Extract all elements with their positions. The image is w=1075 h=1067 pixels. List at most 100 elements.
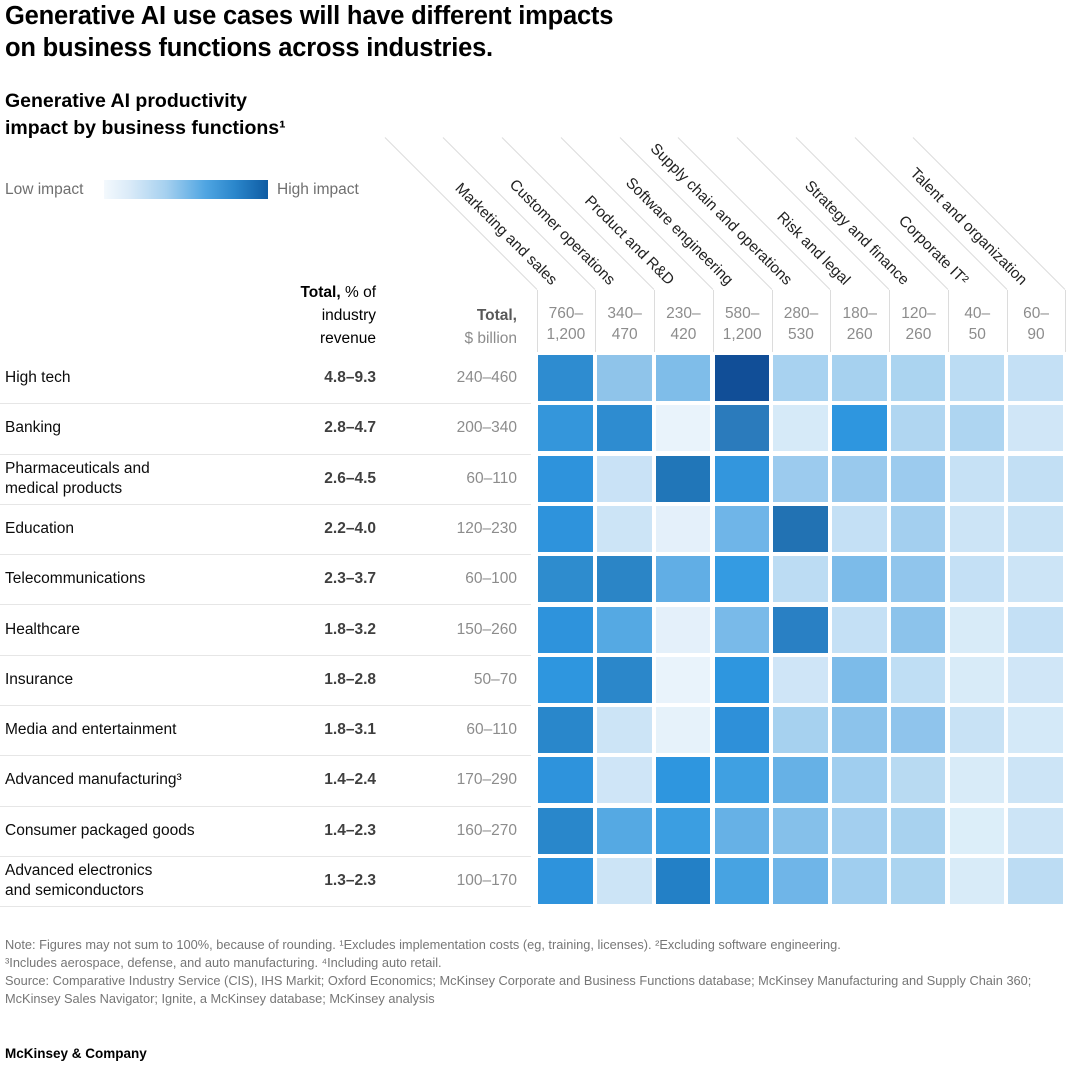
heatmap-cell [597, 556, 652, 603]
heatmap-cell [1008, 707, 1063, 754]
heatmap-cell [832, 556, 887, 603]
heatmap-cell [832, 757, 887, 804]
row-usd-value: 100–170 [456, 872, 517, 889]
heatmap-cell [538, 707, 593, 754]
row-pct-value: 2.3–3.7 [324, 570, 376, 588]
heatmap-cell [890, 757, 946, 804]
footnotes: Note: Figures may not sum to 100%, becau… [5, 936, 1067, 1008]
row-label: Pharmaceuticals and medical products [5, 459, 150, 497]
row-separator [0, 755, 531, 757]
heatmap-cell [597, 355, 652, 401]
heatmap-cell [949, 606, 1005, 653]
heatmap-cell [1008, 355, 1063, 401]
heatmap-cell [714, 405, 770, 452]
heatmap-cell [538, 505, 593, 552]
row-separator [0, 554, 531, 556]
row-usd-value: 60–100 [465, 570, 517, 588]
heatmap-cell [890, 807, 946, 854]
heatmap-cell [949, 505, 1005, 552]
heatmap-cell [655, 606, 711, 653]
row-separator [0, 855, 531, 857]
row-pct-value: 1.4–2.3 [324, 821, 376, 839]
row-pct-value: 1.8–3.1 [324, 721, 376, 739]
heatmap-cell [949, 858, 1005, 904]
row-separator [0, 503, 531, 505]
heatmap-cell [655, 707, 711, 754]
row-label: Healthcare [5, 620, 80, 638]
heatmap-cell [714, 656, 770, 703]
row-pct-value: 2.8–4.7 [324, 419, 376, 437]
heatmap-cell [597, 606, 652, 653]
heatmap-cell [1008, 757, 1063, 804]
heatmap-cell [1008, 807, 1063, 854]
usd-billion-header: Total, $ billion [464, 307, 517, 347]
legend-low-label: Low impact [5, 181, 84, 198]
row-usd-value: 60–110 [466, 721, 517, 739]
heatmap-cell [832, 355, 887, 401]
heatmap-cell [832, 807, 887, 854]
heatmap-cell [714, 455, 770, 502]
heatmap-cell [538, 455, 593, 502]
heatmap-cell [714, 606, 770, 653]
row-pct-value: 2.2–4.0 [324, 519, 376, 537]
heatmap-cell [773, 455, 828, 502]
heatmap-cell [1008, 858, 1063, 904]
row-usd-value: 150–260 [456, 620, 517, 638]
row-label: Education [5, 519, 74, 537]
heatmap-cell [597, 656, 652, 703]
heatmap-cell [538, 556, 593, 603]
heatmap-cell [1008, 606, 1063, 653]
heatmap-cell [890, 455, 946, 502]
column-tick [889, 290, 891, 352]
heatmap-cell [773, 355, 828, 401]
heatmap-cell [949, 707, 1005, 754]
pct-of-revenue-header: Total, % of industry revenue [300, 284, 376, 347]
heatmap-cell [832, 656, 887, 703]
brand-logo: McKinsey & Company [5, 1046, 147, 1061]
row-label: Media and entertainment [5, 721, 177, 739]
heatmap-cell [1008, 405, 1063, 452]
row-label: Insurance [5, 670, 74, 688]
column-total: 120– 260 [901, 305, 936, 343]
heatmap-cell [832, 707, 887, 754]
column-tick [1065, 290, 1067, 352]
chart-title: Generative AI use cases will have differ… [5, 2, 614, 62]
heatmap-cell [655, 656, 711, 703]
heatmap-cell [714, 707, 770, 754]
legend-high-label: High impact [277, 181, 359, 198]
heatmap-cell [538, 757, 593, 804]
row-pct-value: 2.6–4.5 [324, 469, 376, 487]
column-total: 40– 50 [964, 305, 991, 343]
heatmap-cell [890, 505, 946, 552]
heatmap-cell [714, 858, 770, 904]
heatmap-cell [890, 707, 946, 754]
heatmap-cell [832, 858, 887, 904]
column-tick [830, 290, 832, 352]
row-label: Banking [5, 419, 62, 437]
heatmap-cell [714, 556, 770, 603]
heatmap-cell [773, 505, 828, 552]
row-usd-value: 240–460 [456, 369, 517, 386]
column-total: 340– 470 [607, 305, 642, 343]
heatmap-cell [949, 807, 1005, 854]
heatmap-cell [597, 505, 652, 552]
row-separator [0, 906, 531, 908]
note-text: Note: Figures may not sum to 100%, becau… [5, 937, 841, 970]
heatmap-cell [773, 858, 828, 904]
heatmap-cell [773, 656, 828, 703]
row-label: Telecommunications [5, 570, 146, 588]
column-tick [771, 290, 773, 352]
row-label: Advanced manufacturing³ [5, 771, 182, 789]
heatmap-cell [714, 807, 770, 854]
heatmap-cell [655, 455, 711, 502]
column-tick [947, 290, 949, 352]
heatmap-cell [949, 405, 1005, 452]
column-tick [595, 290, 597, 352]
column-total: 760– 1,200 [546, 305, 586, 343]
column-total: 280– 530 [783, 305, 819, 343]
row-pct-value: 1.4–2.4 [324, 771, 376, 789]
heatmap-cell [1008, 455, 1063, 502]
row-pct-value: 4.8–9.3 [324, 369, 376, 386]
row-separator [0, 805, 531, 807]
